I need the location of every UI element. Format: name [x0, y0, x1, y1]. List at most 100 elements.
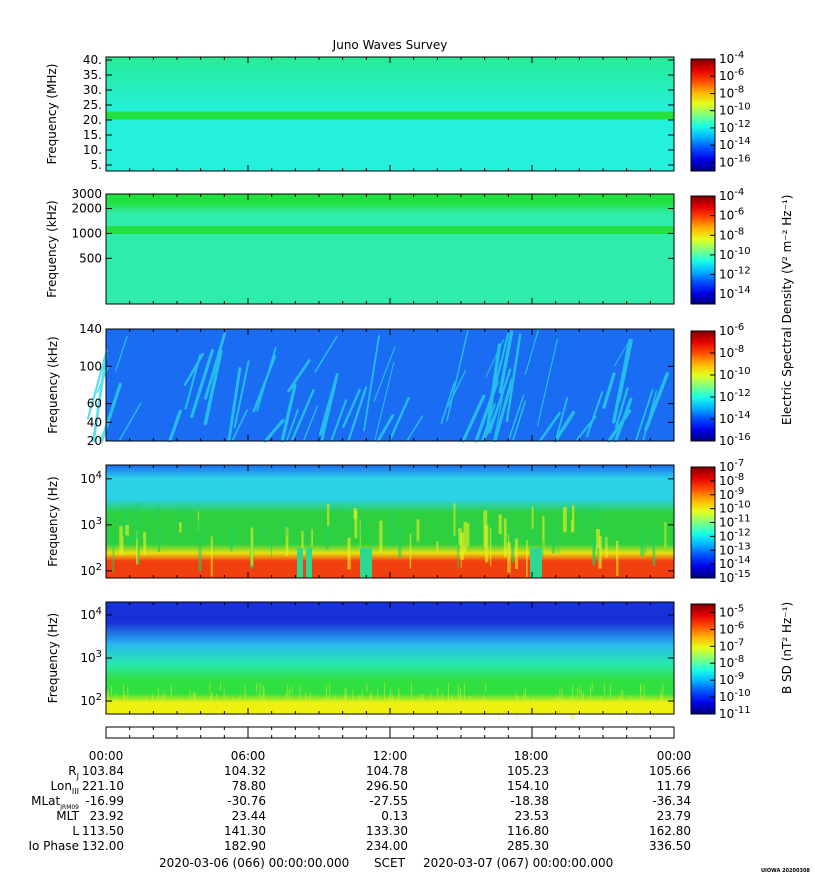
ephem-value: -16.99: [85, 794, 124, 808]
ephem-value: 104.78: [366, 764, 408, 778]
y-tick-label: 20.: [83, 113, 102, 127]
ephem-label: MLT: [56, 809, 79, 823]
colorbar-tick-label: 10-10: [719, 102, 751, 118]
ephem-label: L: [72, 824, 79, 838]
ephem-value: -36.34: [652, 794, 691, 808]
y-axis-label: Frequency (kHz): [46, 336, 60, 433]
ephem-value: 0.13: [381, 809, 408, 823]
ephem-value: 182.90: [224, 839, 266, 853]
ephem-value: 141.30: [224, 824, 266, 838]
ephem-value: 296.50: [366, 779, 408, 793]
footer-stamp: UIOWA 20200308: [761, 868, 810, 874]
colorbar-tick-label: 10-4: [719, 50, 744, 66]
panel-3: 140 100 60 40 20 Frequency (kHz): [46, 322, 675, 448]
ephem-value: 103.84: [82, 764, 124, 778]
y-tick-label: 100: [79, 359, 102, 373]
y-tick-label: 20: [87, 434, 102, 448]
noise-texture: [106, 682, 664, 722]
time-tick-label: 18:00: [514, 749, 549, 763]
y-tick-label: 104: [80, 606, 102, 622]
ephem-value: 162.80: [649, 824, 691, 838]
y-tick-label: 3000: [71, 187, 102, 201]
colorbar-tick-label: 10-15: [719, 569, 751, 585]
colorbar-tick-label: 10-6: [719, 207, 744, 223]
y-axis: 140 100 60 40 20: [79, 322, 674, 448]
magnetic-cbar-title: B SD (nT² Hz⁻¹): [780, 602, 794, 694]
y-axis-label: Frequency (kHz): [45, 200, 59, 297]
electric-cbar-title: Electric Spectral Density (V² m⁻² Hz⁻¹): [780, 195, 794, 425]
colorbar-tick-label: 10-12: [719, 266, 751, 282]
panel-4: 104 103 102 Frequency (Hz): [46, 464, 675, 580]
colorbar-tick-label: 10-16: [719, 153, 751, 169]
y-axis-label: Frequency (Hz): [46, 476, 60, 567]
ephem-value: 234.00: [366, 839, 408, 853]
colorbar-tick-label: 10-4: [719, 187, 744, 203]
colorbar-tick-label: 10-8: [719, 84, 744, 100]
colorbar-tick-label: 10-14: [719, 555, 751, 571]
y-tick-label: 103: [80, 516, 102, 532]
colorbar-tick-label: 10-12: [719, 388, 751, 404]
y-axis: 40.35.30.25.20.15.10.5.: [83, 53, 674, 172]
spectrogram-panels: 40.35.30.25.20.15.10.5. Frequency (MHz) 30…: [45, 53, 675, 722]
colorbar-tick-label: 10-14: [719, 410, 751, 426]
colorbar-tick-label: 10-11: [719, 514, 751, 530]
emission-streaks: [86, 329, 670, 443]
ephem-value: 78.80: [232, 779, 266, 793]
y-tick-label: 10.: [83, 143, 102, 157]
ephem-value: 133.30: [366, 824, 408, 838]
y-tick-label: 102: [80, 692, 102, 708]
y-tick-label: 30.: [83, 83, 102, 97]
ephem-value: 285.30: [507, 839, 549, 853]
footer: 2020-03-06 (066) 00:00:00.000 SCET 2020-…: [159, 856, 613, 870]
colorbar-tick-label: 10-7: [719, 458, 744, 474]
figure-title: Juno Waves Survey: [332, 38, 448, 52]
colorbar-3: 10-6 10-8 10-10 10-12 10-14 10-16: [690, 322, 751, 448]
colorbar-gradient: [690, 58, 716, 172]
x-ticks: [105, 602, 675, 714]
colorbar-tick-label: 10-10: [719, 500, 751, 516]
colorbar-tick-label: 10-8: [719, 344, 744, 360]
colorbar-gradient: [690, 330, 716, 442]
ephem-value: 105.66: [649, 764, 691, 778]
colorbar-tick-label: 10-13: [719, 541, 751, 557]
ephem-label: LonIII: [51, 779, 80, 796]
y-tick-label: 60: [87, 397, 102, 411]
y-tick-label: 35.: [83, 68, 102, 82]
colorbar-tick-label: 10-8: [719, 472, 744, 488]
ephem-value: 23.79: [657, 809, 691, 823]
ephem-value: 116.80: [507, 824, 549, 838]
y-tick-label: 25.: [83, 98, 102, 112]
y-tick-label: 1000: [71, 226, 102, 240]
time-tick-label: 00:00: [89, 749, 124, 763]
ephem-value: 11.79: [657, 779, 691, 793]
ephem-value: 105.23: [507, 764, 549, 778]
footer-end-time: 2020-03-07 (067) 00:00:00.000: [423, 856, 613, 870]
ephem-value: 154.10: [507, 779, 549, 793]
ephem-value: -30.76: [227, 794, 266, 808]
time-tick-label: 00:00: [657, 749, 692, 763]
y-axis: 104 103 102: [80, 606, 674, 708]
colorbar-tick-label: 10-8: [719, 654, 744, 670]
colorbar-tick-label: 10-6: [719, 322, 744, 338]
ephem-value: 104.32: [224, 764, 266, 778]
ephem-label: RJ: [68, 764, 79, 781]
y-tick-label: 40.: [83, 53, 102, 67]
colorbar-tick-label: 10-7: [719, 637, 744, 653]
ephemeris-table: RJ 103.84 104.32 104.78 105.23 105.66 LonIII 22…: [28, 764, 691, 853]
colorbar-gradient: [690, 603, 716, 715]
ephem-label: Io Phase: [28, 839, 79, 853]
y-tick-label: 5.: [91, 158, 102, 172]
time-axis: 00:00 06:00 12:00 18:00 00:00: [89, 726, 692, 763]
x-ticks: [105, 465, 675, 578]
ephem-value: 23.92: [90, 809, 124, 823]
spectrogram-2: [106, 194, 674, 304]
colorbar-tick-label: 10-5: [719, 603, 744, 619]
colorbar-4: 10-710-810-910-1010-1110-1210-1310-1410-…: [690, 458, 751, 585]
x-ticks: [105, 194, 675, 304]
colorbar-tick-label: 10-6: [719, 67, 744, 83]
